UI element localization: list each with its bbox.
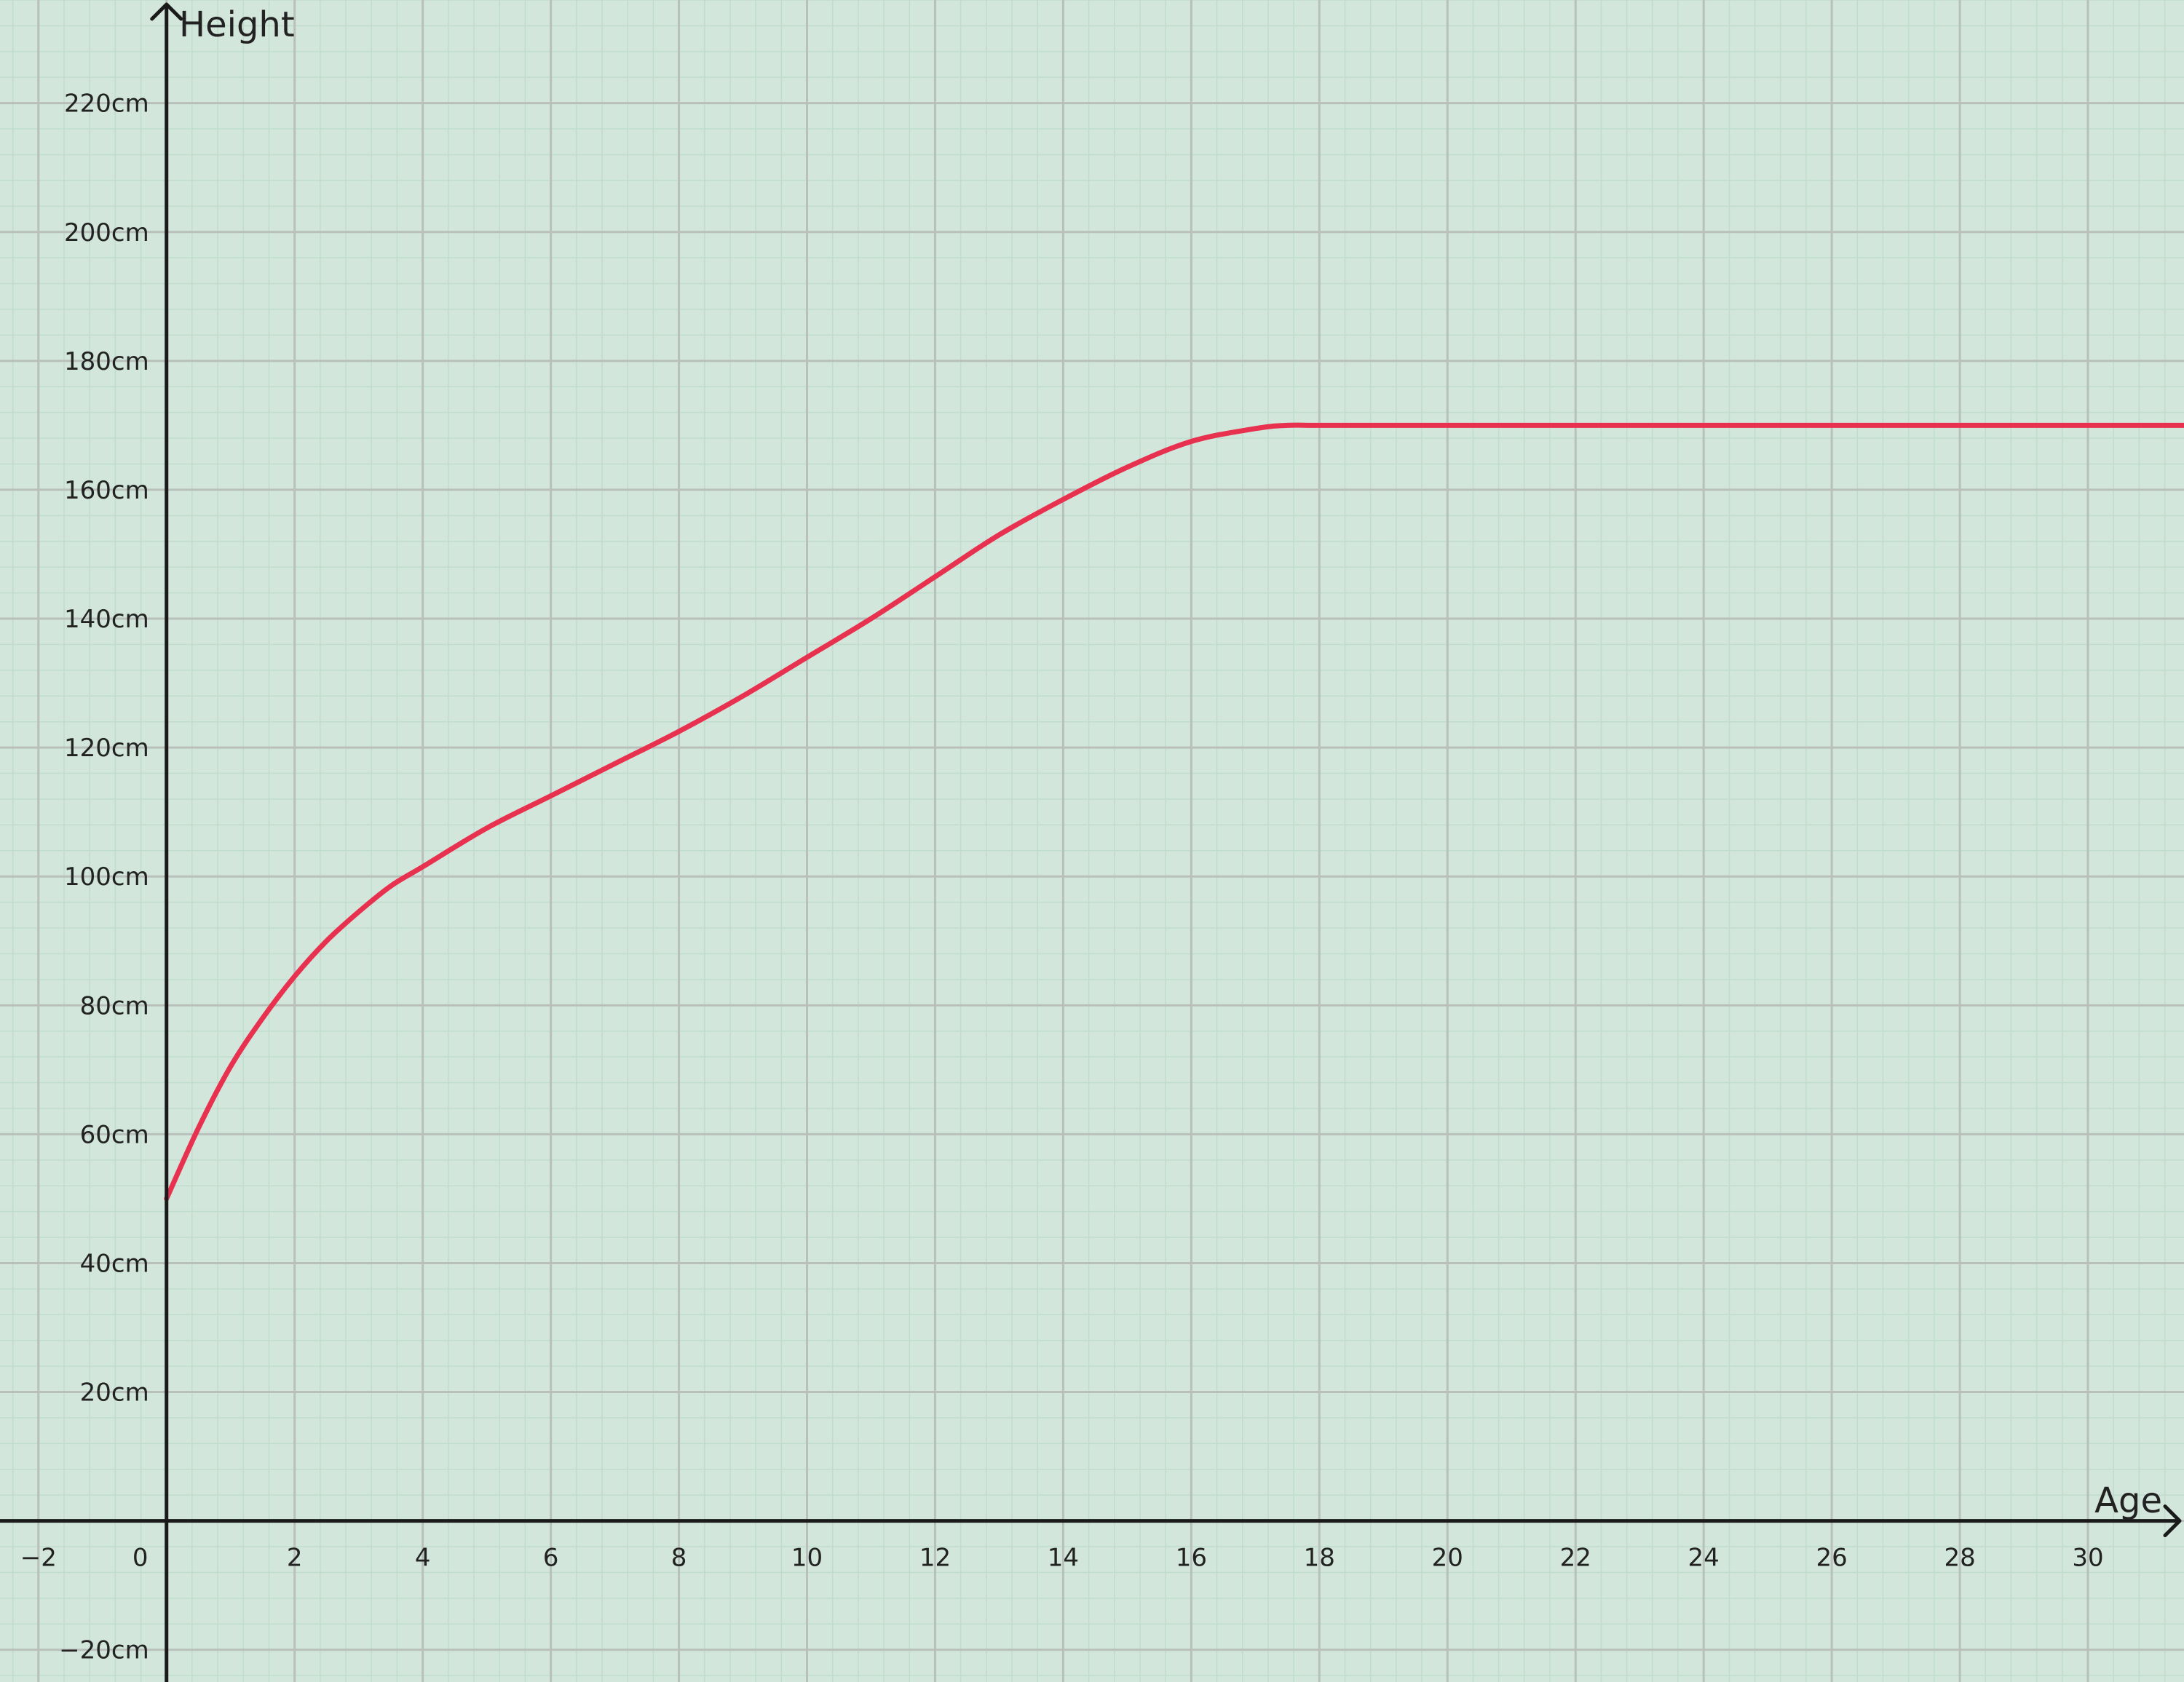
series-line-0 <box>164 422 2184 1202</box>
tick-labels: −2 0 2 4 6 8 10 12 14 16 18 20 22 24 26 28 30−20cm20cm40… <box>20 90 2104 1665</box>
y-tick-label: 80cm <box>80 991 149 1020</box>
y-tick-label: 220cm <box>64 90 149 119</box>
y-tick-label: −20cm <box>59 1636 149 1665</box>
x-tick-label: 30 <box>2072 1544 2103 1573</box>
y-axis-arrow-icon <box>150 2 183 21</box>
x-tick-label: −2 <box>20 1544 57 1573</box>
y-tick-label: 100cm <box>64 862 149 892</box>
x-tick-label: 26 <box>1816 1544 1847 1573</box>
series-layer <box>164 422 2184 1202</box>
y-tick-label: 20cm <box>80 1378 149 1408</box>
x-tick-label: 28 <box>1944 1544 1975 1573</box>
x-tick-label: 20 <box>1432 1544 1463 1573</box>
x-tick-label: 0 <box>132 1544 149 1573</box>
x-tick-label: 22 <box>1560 1544 1591 1573</box>
x-tick-label: 14 <box>1048 1544 1079 1573</box>
y-tick-label: 180cm <box>64 347 149 376</box>
x-tick-label: 4 <box>415 1544 431 1573</box>
x-axis-arrow-icon <box>2163 1504 2182 1538</box>
x-tick-label: 6 <box>543 1544 559 1573</box>
y-axis-title: Height <box>179 4 295 45</box>
y-tick-label: 120cm <box>64 734 149 763</box>
y-tick-label: 160cm <box>64 476 149 505</box>
y-tick-label: 40cm <box>80 1249 149 1278</box>
y-tick-label: 140cm <box>64 605 149 634</box>
x-axis-title: Age <box>2094 1480 2162 1521</box>
y-tick-label: 60cm <box>80 1120 149 1149</box>
x-tick-label: 24 <box>1688 1544 1720 1573</box>
x-tick-label: 2 <box>287 1544 303 1573</box>
x-tick-label: 12 <box>919 1544 951 1573</box>
x-tick-label: 16 <box>1176 1544 1207 1573</box>
y-tick-label: 200cm <box>64 218 149 247</box>
x-tick-label: 8 <box>671 1544 687 1573</box>
x-tick-label: 18 <box>1304 1544 1335 1573</box>
x-tick-label: 10 <box>791 1544 823 1573</box>
